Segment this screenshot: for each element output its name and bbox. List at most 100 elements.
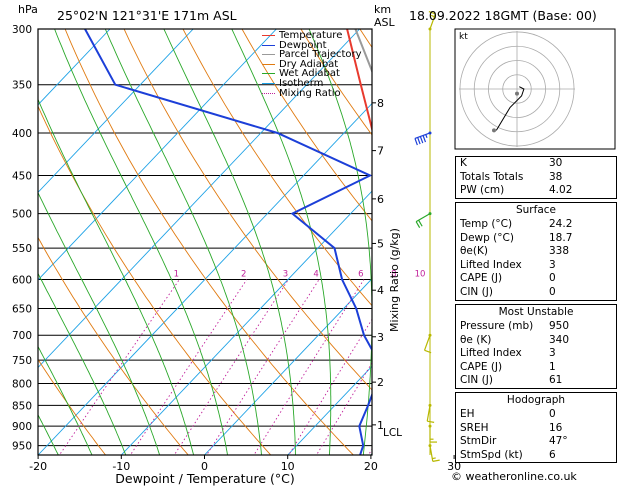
wind-barb [414, 131, 432, 146]
wind-barb-flag [424, 349, 432, 354]
wet-adiabat-line [54, 29, 228, 455]
isotherm-line [38, 29, 194, 194]
wind-barb-flag [422, 135, 427, 143]
wind-barb-flag [428, 11, 436, 15]
mixing-ratio-label: 8 [391, 270, 396, 280]
km-label: km [374, 3, 392, 16]
mixing-ratio-line [206, 279, 320, 455]
pressure-tick-label: 900 [12, 421, 32, 433]
wind-barb-dot [428, 424, 432, 428]
pressure-unit-label: hPa [18, 3, 38, 16]
dry-adiabat-line [38, 105, 272, 455]
temperature-tick-label: 20 [364, 460, 378, 473]
wet-adiabat-line [38, 413, 59, 455]
wet-adiabat-line [104, 29, 262, 455]
most-unstable-row: θe (K) 340 [460, 333, 570, 346]
mixing-ratio-label: 1 [174, 270, 179, 280]
most-unstable-row: Lifted Index 3 [460, 347, 556, 360]
km-tick-label: 5 [377, 237, 384, 250]
surface-title: Surface [515, 204, 556, 216]
hodograph-stats-row: EH 0 [460, 408, 556, 420]
legend-item: Isotherm [262, 78, 362, 89]
mixing-ratio-axis-label: Mixing Ratio (g/kg) [388, 228, 401, 332]
legend-item: Mixing Ratio [262, 88, 362, 99]
pressure-tick-label: 300 [12, 24, 32, 36]
surface-row: Dewp (°C) 18.7 [460, 231, 573, 244]
wind-barb-shaft [429, 13, 437, 30]
surface-row: θe(K) 338 [460, 245, 570, 258]
mixing-ratio-line [173, 279, 289, 455]
km-tick-label: 7 [377, 145, 384, 158]
surface-panel: Surface Temp (°C) 24.2 Dewp (°C) 18.7 θe(K… [455, 202, 617, 301]
index-row: PW (cm) 4.02 [460, 184, 573, 197]
wind-barb-dot [428, 333, 432, 337]
pressure-tick-label: 950 [12, 441, 32, 453]
wind-barb [415, 212, 432, 228]
wind-barb [423, 333, 432, 354]
surface-row: Temp (°C) 24.2 [460, 218, 573, 230]
temperature-tick-label: 10 [281, 460, 295, 473]
pressure-tick-label: 600 [12, 275, 32, 287]
mixing-ratio-line [253, 279, 365, 455]
lcl-label: LCL [383, 427, 402, 439]
km-tick-label: 3 [377, 331, 384, 344]
pressure-tick-label: 350 [12, 80, 32, 92]
mixing-ratio-line [315, 361, 372, 455]
isotherm-line [38, 29, 277, 281]
km-tick-label: 4 [377, 284, 384, 297]
mixing-ratio-label: 4 [313, 270, 318, 280]
mixing-ratio-line [58, 279, 180, 455]
wind-barb-shaft [423, 335, 431, 351]
temperature-tick-label: -10 [112, 460, 130, 473]
wet-adiabat-line [38, 272, 127, 455]
pressure-tick-label: 750 [12, 355, 32, 367]
surface-row: CAPE (J) 0 [460, 272, 556, 285]
surface-row: Lifted Index 3 [460, 258, 556, 271]
wet-adiabat-line [231, 29, 332, 455]
hodograph-stats-row: StmSpd (kt) 6 [460, 448, 556, 461]
wind-barb-half [425, 134, 428, 139]
copyright-label: © weatheronline.co.uk [451, 470, 577, 483]
km-tick-label: 2 [377, 376, 384, 389]
pressure-tick-label: 500 [12, 209, 32, 221]
location-label: 25°02'N 121°31'E 171m ASL [57, 8, 237, 23]
wind-barb-half [432, 457, 436, 460]
hodograph-stats-title: Hodograph [506, 394, 566, 406]
dry-adiabat-line [182, 29, 372, 307]
wind-barb-half [430, 14, 435, 18]
mixing-ratio-label: 3 [283, 270, 288, 280]
isotherm-line [0, 29, 27, 455]
legend-item: Temperature [262, 31, 362, 41]
hodograph-stats-row: StmDir 47° [460, 435, 568, 448]
wind-barb-dot [428, 212, 432, 216]
km-tick-label: 6 [377, 193, 384, 206]
most-unstable-row: Pressure (mb) 950 [460, 320, 570, 332]
most-unstable-panel: Most Unstable Pressure (mb) 950 θe (K) 340… [455, 304, 617, 389]
hodograph-unit-label: kt [459, 32, 468, 42]
isotherm-line [621, 29, 629, 455]
wet-adiabat-line [38, 191, 161, 455]
mixing-ratio-line [129, 279, 248, 455]
index-row: Totals Totals 38 [460, 170, 563, 183]
legend-item: Wet Adiabat [262, 69, 362, 79]
pressure-tick-label: 700 [12, 330, 32, 342]
km-tick-label: 8 [377, 97, 384, 110]
isotherm-line [38, 102, 372, 455]
surface-row: CIN (J) 0 [460, 285, 556, 298]
temperature-tick-label: -20 [29, 460, 47, 473]
index-row: K 30 [460, 157, 563, 169]
wind-barb-dot [428, 444, 432, 448]
pressure-tick-label: 650 [12, 303, 32, 315]
hodograph [459, 31, 575, 147]
datetime-label: 18.09.2022 18GMT (Base: 00) [409, 8, 597, 23]
wind-barb [426, 403, 435, 423]
wet-adiabat-line [163, 29, 296, 455]
wind-barb [428, 444, 440, 462]
wind-barb-flag [427, 420, 435, 423]
isotherm-line [120, 190, 372, 455]
dewpoint-line [84, 29, 372, 455]
wet-adiabat-line [38, 98, 195, 455]
mixing-ratio-label: 10 [415, 270, 426, 280]
hodograph-marker [492, 128, 496, 133]
wind-barb-flag [419, 136, 424, 144]
